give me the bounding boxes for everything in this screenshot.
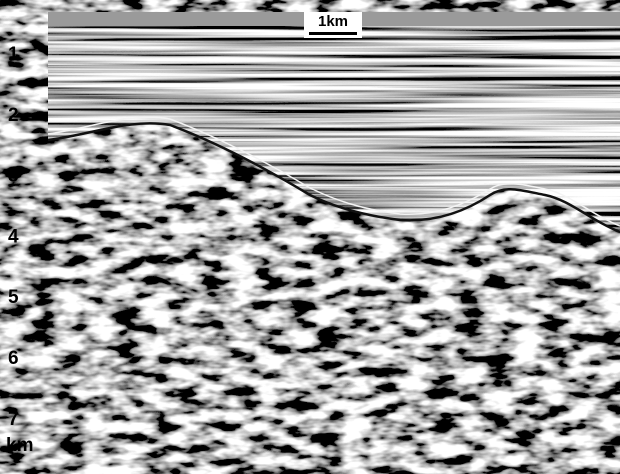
depth-unit: km: [6, 435, 33, 456]
depth-label: 4: [8, 226, 19, 247]
seismic-section: [48, 12, 620, 474]
depth-label: 7: [8, 409, 19, 430]
page: {"depth_labels": ["1", "2", "3", "4", "5…: [0, 0, 620, 474]
seismic-figure: 1km 1 2 3 4 5 6 7 km: [0, 0, 620, 474]
depth-label: 1: [8, 44, 19, 65]
depth-label: 5: [8, 287, 19, 308]
scale-bar-line: [309, 32, 357, 35]
scale-bar: 1km: [304, 12, 362, 38]
depth-axis: 1 2 3 4 5 6 7 km: [6, 44, 33, 456]
depth-label: 3: [8, 166, 19, 187]
scale-bar-label: 1km: [318, 13, 348, 30]
depth-label: 6: [8, 348, 19, 369]
depth-label: 2: [8, 105, 19, 126]
